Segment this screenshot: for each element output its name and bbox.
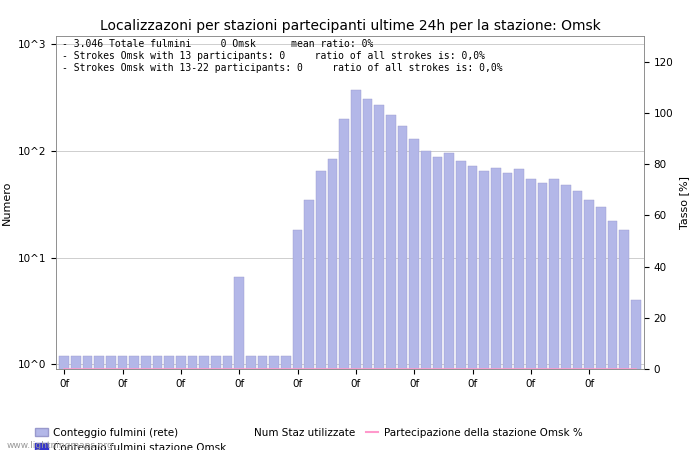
Y-axis label: Numero: Numero xyxy=(2,180,12,225)
Bar xyxy=(456,162,466,450)
Bar xyxy=(596,207,605,450)
Bar xyxy=(328,158,337,450)
Bar xyxy=(468,166,477,450)
Bar xyxy=(188,356,197,450)
Bar xyxy=(514,169,524,450)
Bar xyxy=(351,90,360,450)
Title: Localizzazoni per stazioni partecipanti ultime 24h per la stazione: Omsk: Localizzazoni per stazioni partecipanti … xyxy=(99,19,601,33)
Bar xyxy=(503,173,512,450)
Bar xyxy=(550,179,559,450)
Bar xyxy=(293,230,302,450)
Bar xyxy=(410,139,419,450)
Bar xyxy=(60,356,69,450)
Bar xyxy=(421,151,430,450)
Bar xyxy=(234,278,244,450)
Bar xyxy=(316,171,326,450)
Bar xyxy=(83,356,92,450)
Bar xyxy=(176,356,186,450)
Bar xyxy=(363,99,372,450)
Bar xyxy=(584,200,594,450)
Bar xyxy=(118,356,127,450)
Bar xyxy=(386,114,396,450)
Bar xyxy=(211,356,220,450)
Bar xyxy=(106,356,116,450)
Bar xyxy=(304,200,314,450)
Bar xyxy=(631,300,640,450)
Bar xyxy=(433,157,442,450)
Bar xyxy=(246,356,256,450)
Bar xyxy=(340,119,349,450)
Bar xyxy=(223,356,232,450)
Bar xyxy=(71,356,80,450)
Y-axis label: Tasso [%]: Tasso [%] xyxy=(679,176,689,229)
Bar xyxy=(153,356,162,450)
Bar xyxy=(270,356,279,450)
Bar xyxy=(444,153,454,450)
Bar xyxy=(561,185,570,450)
Bar xyxy=(491,167,500,450)
Bar xyxy=(258,356,267,450)
Bar xyxy=(199,356,209,450)
Bar xyxy=(538,183,547,450)
Bar xyxy=(130,356,139,450)
Bar xyxy=(480,171,489,450)
Bar xyxy=(620,230,629,450)
Bar xyxy=(573,191,582,450)
Bar xyxy=(94,356,104,450)
Bar xyxy=(374,105,384,450)
Bar xyxy=(526,179,536,450)
Text: www.lightningmaps.org: www.lightningmaps.org xyxy=(7,441,113,450)
Bar xyxy=(141,356,150,450)
Bar xyxy=(608,221,617,450)
Bar xyxy=(281,356,290,450)
Legend: Conteggio fulmini (rete), Conteggio fulmini stazione Omsk, Num Staz utilizzate, : Conteggio fulmini (rete), Conteggio fulm… xyxy=(31,423,587,450)
Text: - 3.046 Totale fulmini     0 Omsk      mean ratio: 0%
- Strokes Omsk with 13 par: - 3.046 Totale fulmini 0 Omsk mean ratio… xyxy=(62,39,503,72)
Bar xyxy=(164,356,174,450)
Bar xyxy=(398,126,407,450)
